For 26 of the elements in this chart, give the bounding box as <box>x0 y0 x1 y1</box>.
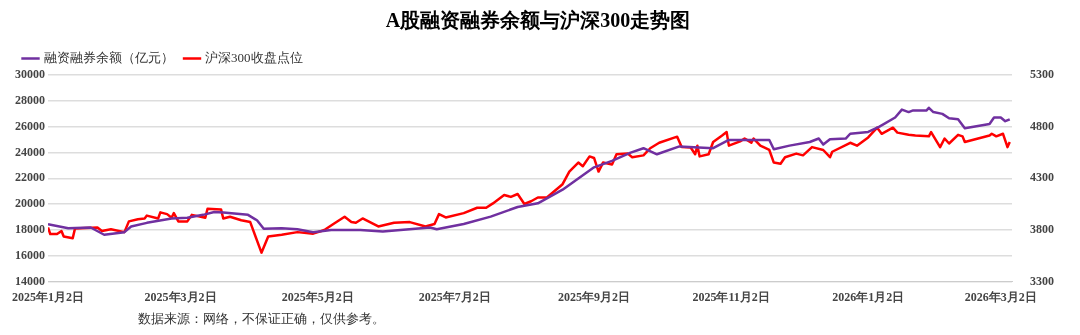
y-tick-label: 22000 <box>15 170 45 185</box>
chart-title: A股融资融券余额与沪深300走势图 <box>385 9 691 32</box>
x-tick-label: 2026年1月2日 <box>832 289 905 304</box>
y-tick-label: 28000 <box>15 92 45 107</box>
y-tick-label: 26000 <box>15 118 45 133</box>
source-note: 数据来源：网络，不保证正确，仅供参考。 <box>137 310 386 328</box>
y2-tick-label: 3800 <box>1030 222 1054 237</box>
x-tick-label: 2025年11月2日 <box>692 289 770 304</box>
legend-label: 沪深300收盘点位 <box>205 49 303 65</box>
y-tick-label: 20000 <box>15 196 45 211</box>
y2-tick-label: 4800 <box>1030 118 1054 133</box>
y2-tick-label: 5300 <box>1030 67 1054 82</box>
x-tick-label: 2025年7月2日 <box>418 289 491 304</box>
x-tick-label: 2026年3月2日 <box>964 289 1037 304</box>
y-tick-label: 30000 <box>15 67 45 82</box>
y-tick-label: 14000 <box>15 273 45 288</box>
y-tick-label: 16000 <box>15 247 45 262</box>
y-tick-label: 24000 <box>15 144 45 159</box>
legend-label: 融资融券余额（亿元） <box>43 49 174 65</box>
x-tick-label: 2025年3月2日 <box>144 289 217 304</box>
x-tick-label: 2025年5月2日 <box>281 289 354 304</box>
x-tick-label: 2025年1月2日 <box>12 289 84 304</box>
x-tick-label: 2025年9月2日 <box>558 289 631 304</box>
y2-tick-label: 4300 <box>1030 170 1054 185</box>
y2-tick-label: 3300 <box>1030 273 1054 288</box>
y-tick-label: 18000 <box>15 222 45 237</box>
